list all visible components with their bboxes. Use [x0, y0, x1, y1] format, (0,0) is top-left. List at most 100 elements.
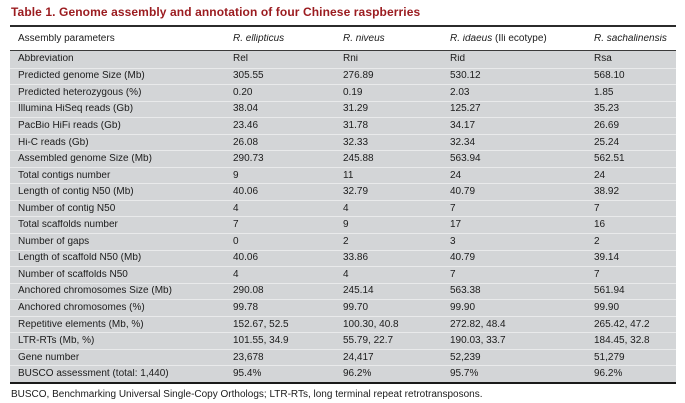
- cell-value: 305.55: [233, 71, 264, 82]
- row-label: Number of scaffolds N50: [18, 269, 128, 280]
- table-row: Predicted heterozygous (%) 0.20 0.19 2.03 1.…: [10, 84, 676, 101]
- column-header-idaeus: R. idaeus (Ili ecotype): [450, 34, 594, 44]
- table-row: Number of scaffolds N50 4 4 7 7: [10, 266, 676, 283]
- cell-value: 0.19: [343, 87, 363, 98]
- table-title: Table 1. Genome assembly and annotation …: [11, 5, 421, 19]
- cell-value: 7: [450, 203, 456, 214]
- row-label: BUSCO assessment (total: 1,440): [18, 369, 169, 380]
- row-label: Number of gaps: [18, 236, 90, 247]
- cell-value: 96.2%: [594, 369, 623, 380]
- cell-value: 2: [343, 236, 349, 247]
- cell-value: 530.12: [450, 71, 481, 82]
- cell-value: 100.30, 40.8: [343, 319, 399, 330]
- table-row: Assembled genome Size (Mb) 290.73 245.88 56…: [10, 150, 676, 167]
- table-row: Total contigs number 9 11 24 24: [10, 166, 676, 184]
- assembly-table: Assembly parameters R. ellipticus R. niv…: [10, 25, 676, 384]
- cell-value: Rel: [233, 54, 249, 65]
- cell-value: 40.79: [450, 253, 476, 264]
- cell-value: 4: [233, 203, 239, 214]
- cell-value: 184.45, 32.8: [594, 336, 650, 347]
- cell-value: 9: [343, 220, 349, 231]
- cell-value: 40.79: [450, 187, 476, 198]
- cell-value: 7: [594, 203, 600, 214]
- cell-value: 95.4%: [233, 369, 262, 380]
- cell-value: 17: [450, 220, 462, 231]
- cell-value: 55.79, 22.7: [343, 336, 394, 347]
- cell-value: 39.14: [594, 253, 620, 264]
- table-row: Abbreviation Rel Rni Rid Rsa: [10, 51, 676, 68]
- cell-value: 38.04: [233, 104, 259, 115]
- cell-value: 99.90: [450, 302, 476, 313]
- cell-value: 561.94: [594, 286, 625, 297]
- cell-value: 272.82, 48.4: [450, 319, 506, 330]
- cell-value: 4: [343, 269, 349, 280]
- cell-value: 31.78: [343, 120, 369, 131]
- table-row: Anchored chromosomes Size (Mb) 290.08 245.…: [10, 282, 676, 300]
- cell-value: 190.03, 33.7: [450, 336, 506, 347]
- cell-value: 23.46: [233, 120, 259, 131]
- column-header-niveus: R. niveus: [343, 34, 450, 44]
- row-label: LTR-RTs (Mb, %): [18, 336, 95, 347]
- table-row: Number of contig N50 4 4 7 7: [10, 199, 676, 217]
- row-label: Length of scaffold N50 (Mb): [18, 253, 142, 264]
- cell-value: 562.51: [594, 154, 625, 165]
- row-label: Assembled genome Size (Mb): [18, 154, 152, 165]
- cell-value: 34.17: [450, 120, 476, 131]
- table-row: Anchored chromosomes (%) 99.78 99.70 99.90 9…: [10, 299, 676, 316]
- cell-value: 96.2%: [343, 369, 372, 380]
- table-footnote: BUSCO, Benchmarking Universal Single-Cop…: [11, 388, 483, 400]
- column-header-ellipticus: R. ellipticus: [233, 34, 343, 44]
- cell-value: Rid: [450, 54, 466, 65]
- table-header-row: Assembly parameters R. ellipticus R. niv…: [10, 25, 676, 51]
- cell-value: 26.69: [594, 120, 620, 131]
- table-row: BUSCO assessment (total: 1,440) 95.4% 96.2…: [10, 365, 676, 382]
- cell-value: 245.88: [343, 154, 374, 165]
- cell-value: 99.78: [233, 302, 259, 313]
- table-row: PacBio HiFi reads (Gb) 23.46 31.78 34.17 26.…: [10, 117, 676, 134]
- row-label: Hi-C reads (Gb): [18, 137, 89, 148]
- cell-value: 4: [343, 203, 349, 214]
- cell-value: 40.06: [233, 187, 259, 198]
- table-row: Illumina HiSeq reads (Gb) 38.04 31.29 125.2…: [10, 100, 676, 118]
- cell-value: 40.06: [233, 253, 259, 264]
- cell-value: 2: [594, 236, 600, 247]
- row-label: Number of contig N50: [18, 203, 116, 214]
- row-label: Anchored chromosomes (%): [18, 302, 145, 313]
- cell-value: 0.20: [233, 87, 253, 98]
- cell-value: 7: [450, 269, 456, 280]
- cell-value: 24: [450, 170, 462, 181]
- column-header-species-name: R. idaeus: [450, 33, 493, 44]
- cell-value: 26.08: [233, 137, 259, 148]
- row-label: Repetitive elements (Mb, %): [18, 319, 144, 330]
- table-row: Repetitive elements (Mb, %) 152.67, 52.5 1…: [10, 315, 676, 333]
- row-label: Abbreviation: [18, 54, 74, 65]
- row-label: Anchored chromosomes Size (Mb): [18, 286, 172, 297]
- cell-value: 265.42, 47.2: [594, 319, 650, 330]
- cell-value: 24,417: [343, 352, 374, 363]
- cell-value: 9: [233, 170, 239, 181]
- cell-value: 95.7%: [450, 369, 479, 380]
- cell-value: 290.73: [233, 154, 264, 165]
- column-header-species-name: R. niveus: [343, 33, 385, 44]
- column-header-text: (Ili ecotype): [492, 33, 547, 44]
- column-header-species-name: R. sachalinensis: [594, 33, 667, 44]
- cell-value: 23,678: [233, 352, 264, 363]
- table-row: Hi-C reads (Gb) 26.08 32.33 32.34 25.24: [10, 133, 676, 151]
- cell-value: 35.23: [594, 104, 620, 115]
- cell-value: 99.90: [594, 302, 620, 313]
- table-row: Total scaffolds number 7 9 17 16: [10, 216, 676, 233]
- cell-value: 276.89: [343, 71, 374, 82]
- cell-value: 4: [233, 269, 239, 280]
- cell-value: 290.08: [233, 286, 264, 297]
- cell-value: 563.38: [450, 286, 481, 297]
- cell-value: 25.24: [594, 137, 620, 148]
- cell-value: 245.14: [343, 286, 374, 297]
- table-row: Gene number 23,678 24,417 52,239 51,279: [10, 348, 676, 366]
- cell-value: 2.03: [450, 87, 470, 98]
- cell-value: 31.29: [343, 104, 369, 115]
- cell-value: 16: [594, 220, 606, 231]
- cell-value: 32.34: [450, 137, 476, 148]
- table-row: Length of scaffold N50 (Mb) 40.06 33.86 40.…: [10, 249, 676, 267]
- row-label: Gene number: [18, 352, 80, 363]
- cell-value: Rni: [343, 54, 359, 65]
